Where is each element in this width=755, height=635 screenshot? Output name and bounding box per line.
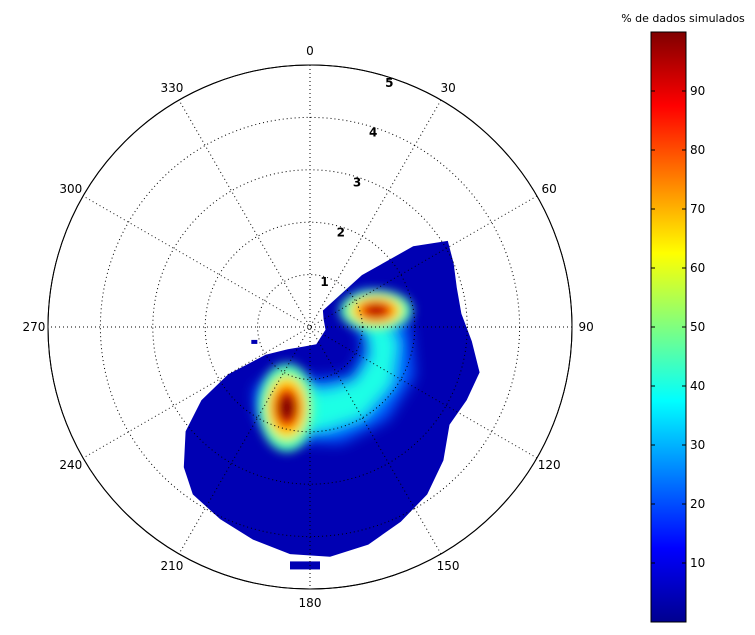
angle-label-210: 210 (160, 559, 183, 573)
colorbar-tick-labels: 10 20 30 40 50 60 70 80 90 (690, 84, 705, 570)
angular-grid-line (178, 99, 442, 555)
colorbar-label-40: 40 (690, 379, 705, 393)
radial-grid-circle (204, 221, 416, 433)
density-field (183, 240, 480, 570)
colorbar: % de dados simulados 10 20 30 40 50 60 7… (621, 12, 745, 623)
density-peak-1 (339, 289, 413, 332)
angle-label-270: 270 (22, 320, 45, 334)
angle-label-90: 90 (578, 320, 593, 334)
angular-grid-line (178, 99, 442, 555)
angle-label-60: 60 (542, 182, 557, 196)
angular-grid-line (82, 195, 538, 459)
colorbar-label-60: 60 (690, 261, 705, 275)
colorbar-label-80: 80 (690, 143, 705, 157)
angle-label-300: 300 (59, 182, 82, 196)
colorbar-gradient (650, 31, 687, 623)
radial-label-3: 3 (353, 176, 361, 190)
colorbar-label-90: 90 (690, 84, 705, 98)
angle-label-120: 120 (538, 458, 561, 472)
colorbar-label-70: 70 (690, 202, 705, 216)
colorbar-title: % de dados simulados (621, 12, 745, 25)
angle-label-240: 240 (59, 458, 82, 472)
angle-label-150: 150 (437, 559, 460, 573)
colorbar-label-20: 20 (690, 497, 705, 511)
radial-grid-circle (257, 274, 363, 380)
density-patch (251, 339, 258, 344)
density-peak-2 (258, 363, 316, 452)
radial-label-5: 5 (385, 76, 393, 90)
density-patch (290, 561, 320, 570)
radial-label-4: 4 (369, 126, 377, 140)
radial-label-1: 1 (320, 275, 328, 289)
angle-label-330: 330 (160, 81, 183, 95)
angle-label-30: 30 (440, 81, 455, 95)
radial-tick-labels: 1 2 3 4 5 (320, 76, 393, 289)
colorbar-label-10: 10 (690, 556, 705, 570)
angle-label-180: 180 (299, 596, 322, 610)
radial-label-2: 2 (337, 225, 345, 239)
angle-label-0: 0 (306, 44, 314, 58)
colorbar-ticks (651, 90, 686, 564)
colorbar-label-50: 50 (690, 320, 705, 334)
angular-grid-line (82, 195, 538, 459)
polar-outer-circle (47, 64, 573, 590)
colorbar-label-30: 30 (690, 438, 705, 452)
angular-tick-labels: 0 30 60 90 120 150 180 210 240 270 300 3… (22, 44, 593, 610)
